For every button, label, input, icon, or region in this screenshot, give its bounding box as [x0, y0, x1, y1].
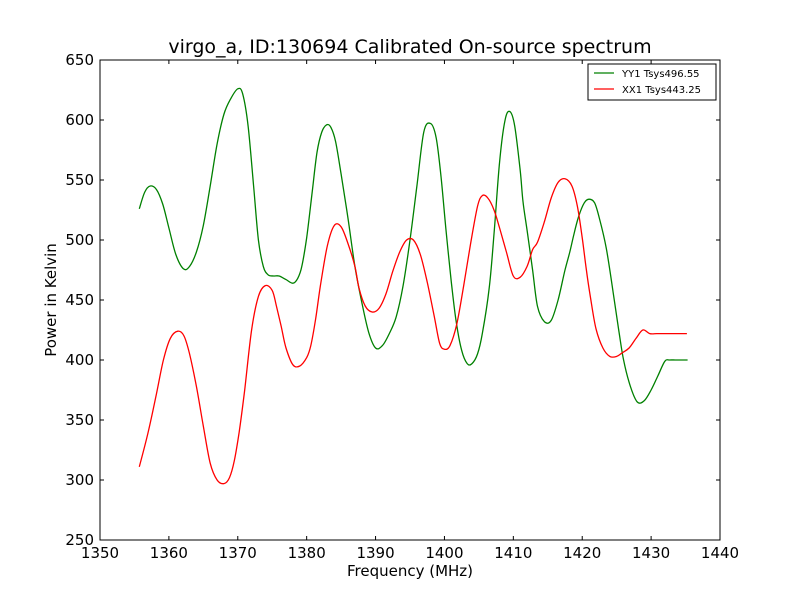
- x-axis-label: Frequency (MHz): [347, 562, 473, 580]
- y-tick-label: 250: [65, 531, 94, 549]
- series-line-yy1: [138, 87, 688, 404]
- x-tick-label: 1420: [563, 544, 601, 562]
- plot-area: [100, 60, 720, 540]
- y-tick-label: 650: [65, 51, 94, 69]
- y-tick-label: 500: [65, 231, 94, 249]
- x-tick-label: 1350: [81, 544, 119, 562]
- ticks-layer: 1350 1360 1370 1380 1390 1400 1410 1420 1430 1440…: [65, 51, 739, 562]
- legend-label-xx1: XX1 Tsys443.25: [622, 85, 701, 96]
- legend: YY1 Tsys496.55 XX1 Tsys443.25: [587, 63, 717, 101]
- x-tick-label: 1390: [356, 544, 394, 562]
- legend-label-yy1: YY1 Tsys496.55: [621, 69, 700, 80]
- x-tick-label: 1400: [425, 544, 463, 562]
- y-axis-label: Power in Kelvin: [42, 243, 60, 357]
- y-tick-label: 600: [65, 111, 94, 129]
- y-tick-label: 550: [65, 171, 94, 189]
- legend-box: [587, 63, 717, 101]
- chart-title: virgo_a, ID:130694 Calibrated On-source …: [168, 36, 651, 58]
- y-tick-label: 400: [65, 351, 94, 369]
- y-tick-label: 300: [65, 471, 94, 489]
- y-tick-label: 350: [65, 411, 94, 429]
- plot-frame: [99, 59, 721, 541]
- y-tick-label: 450: [65, 291, 94, 309]
- series-layer: [138, 87, 688, 485]
- x-tick-label: 1440: [701, 544, 739, 562]
- x-tick-label: 1380: [288, 544, 326, 562]
- x-tick-label: 1410: [494, 544, 532, 562]
- x-tick-label: 1370: [219, 544, 257, 562]
- x-tick-label: 1360: [150, 544, 188, 562]
- x-tick-label: 1430: [632, 544, 670, 562]
- series-line-xx1: [138, 178, 687, 485]
